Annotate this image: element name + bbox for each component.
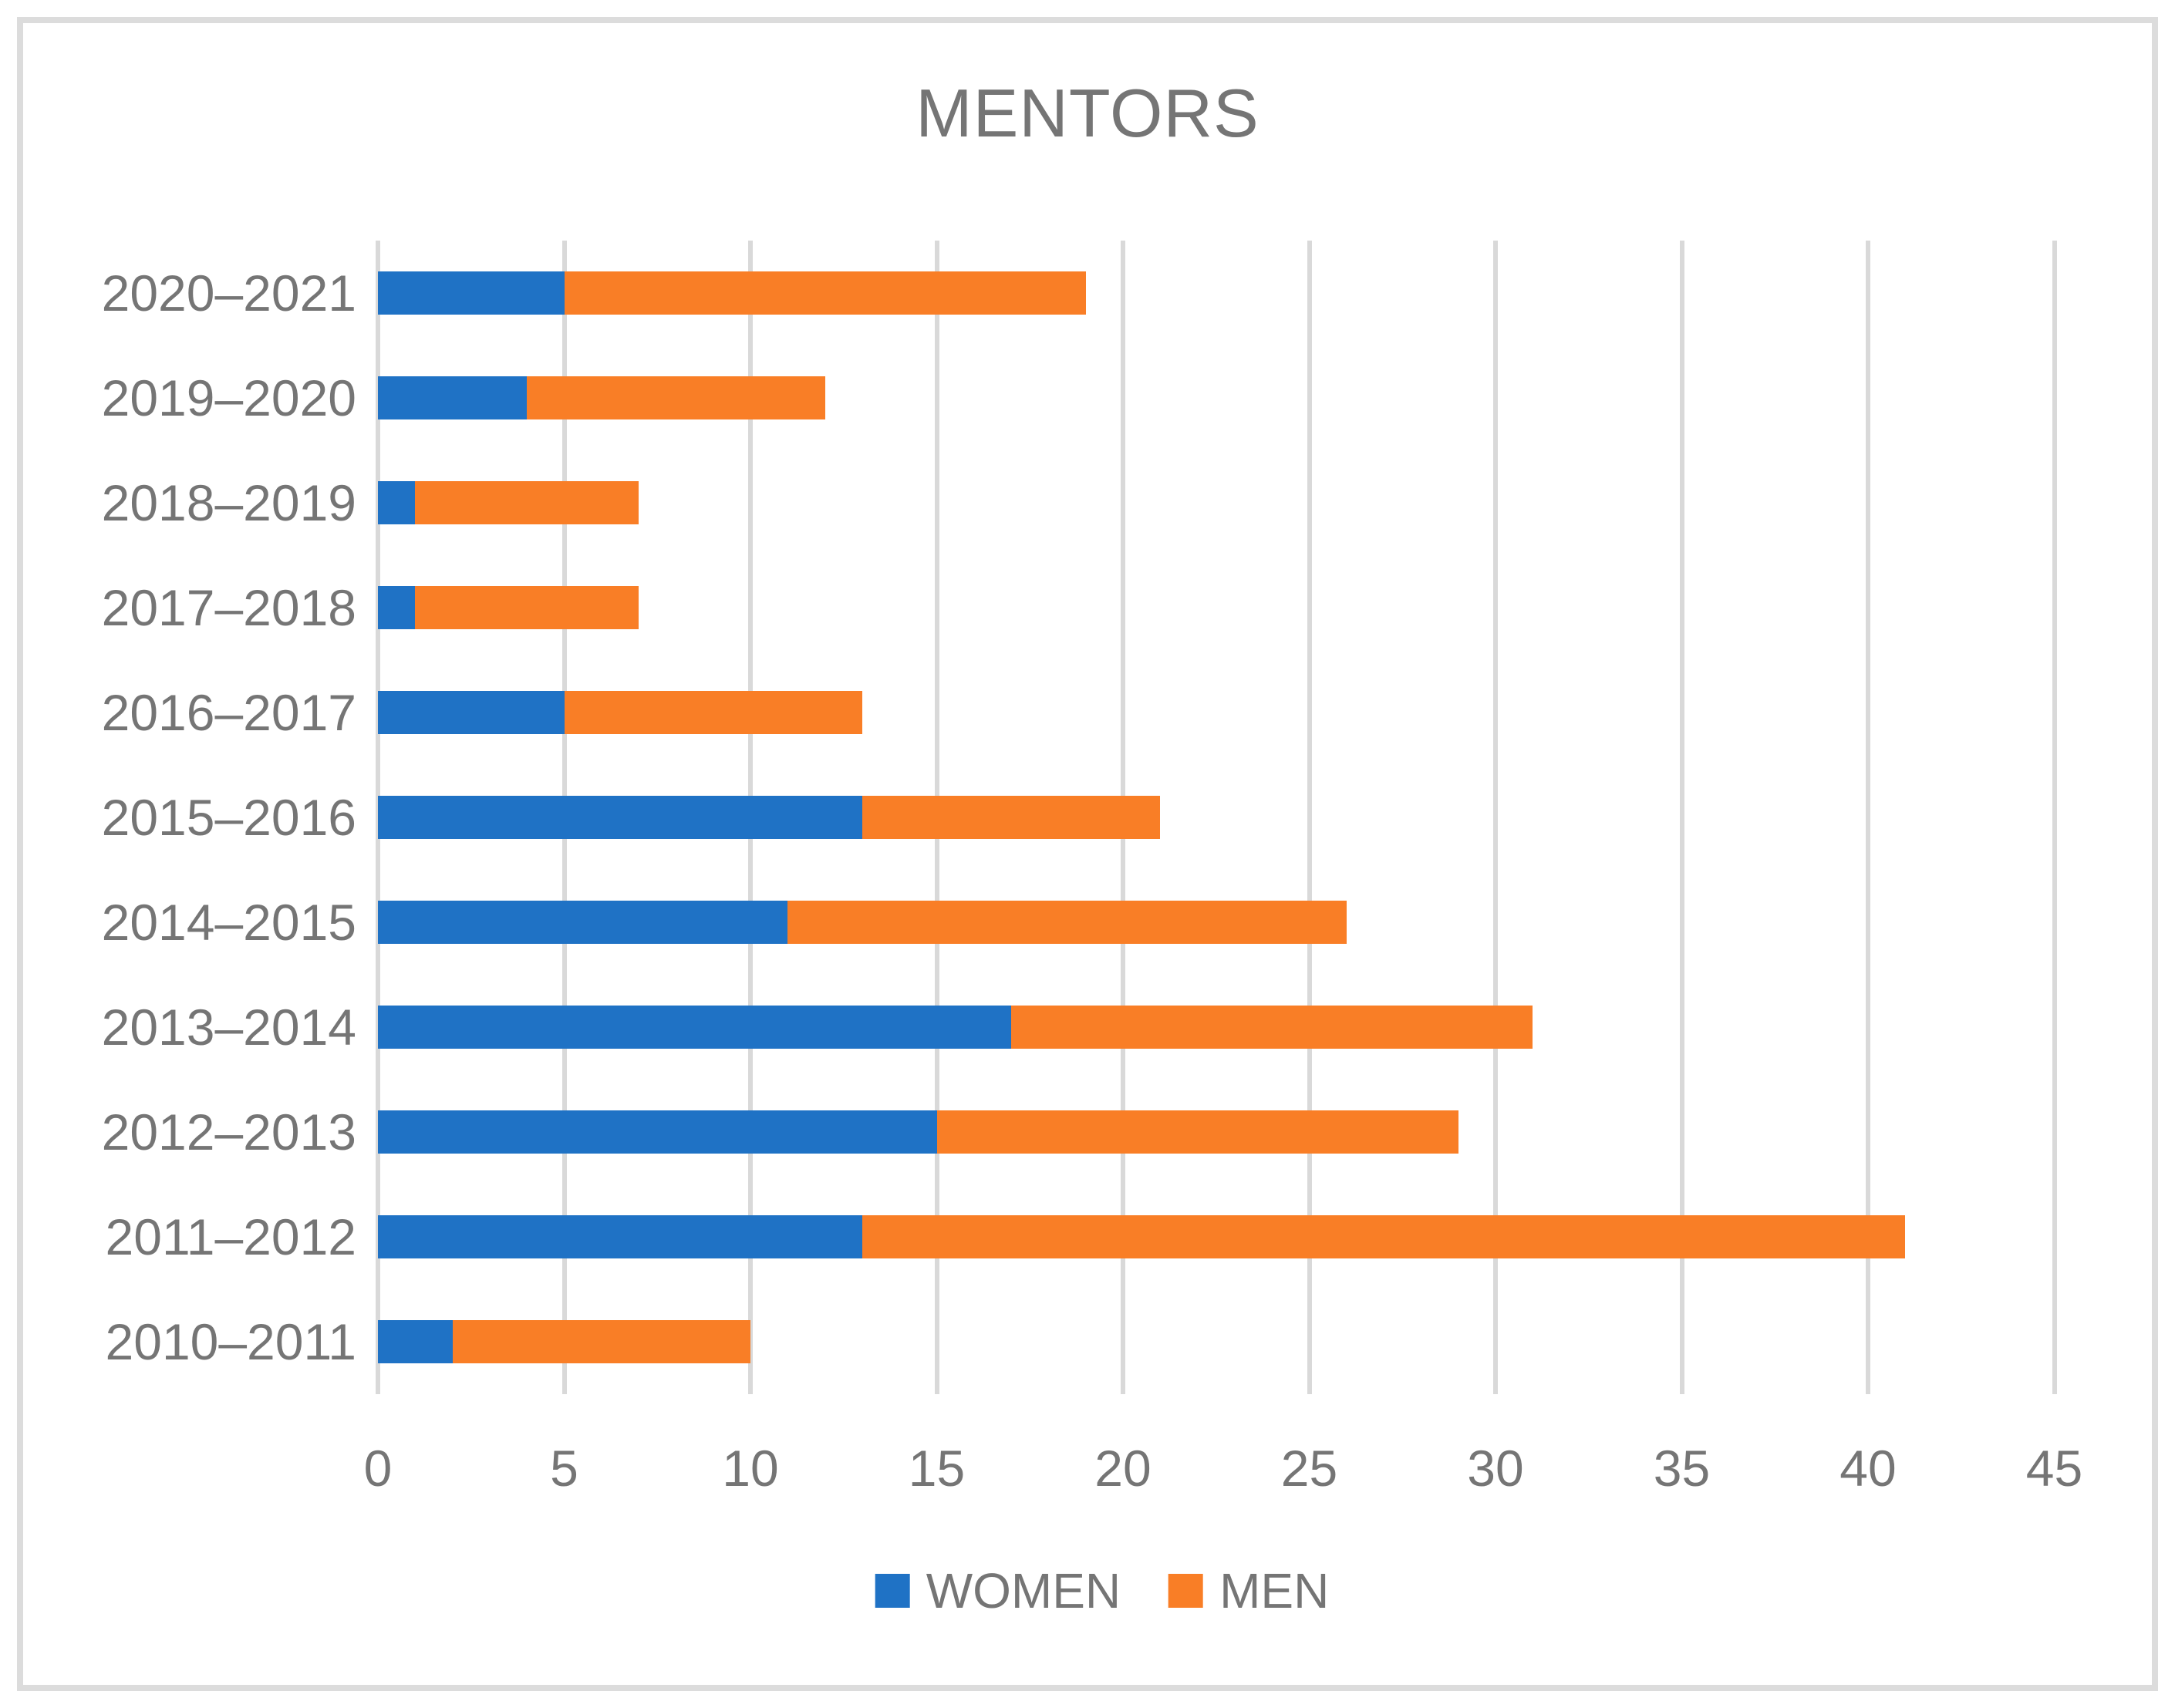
x-tick-label-15: 15 bbox=[908, 1440, 966, 1497]
legend: WOMEN MEN bbox=[875, 1562, 1329, 1619]
x-tick-label-25: 25 bbox=[1280, 1440, 1338, 1497]
chart-title: MENTORS bbox=[916, 75, 1259, 151]
x-tick-label-30: 30 bbox=[1467, 1440, 1524, 1497]
x-tick-label-5: 5 bbox=[550, 1440, 578, 1497]
bar-segment-men-2012-2013 bbox=[936, 1110, 1458, 1154]
bar-segment-men-2018-2019 bbox=[415, 481, 639, 524]
bar-segment-women-2017-2018 bbox=[378, 586, 416, 629]
category-label: 2016–2017 bbox=[101, 684, 356, 741]
bar-segment-women-2010-2011 bbox=[378, 1320, 453, 1363]
category-label: 2014–2015 bbox=[101, 894, 356, 951]
bar-segment-men-2013-2014 bbox=[1011, 1006, 1533, 1049]
category-label: 2015–2016 bbox=[101, 789, 356, 846]
legend-item-women: WOMEN bbox=[875, 1562, 1121, 1619]
bar-segment-women-2020-2021 bbox=[378, 271, 565, 315]
x-tick-label-40: 40 bbox=[1839, 1440, 1897, 1497]
bar-segment-men-2017-2018 bbox=[415, 586, 639, 629]
bar-segment-men-2011-2012 bbox=[862, 1215, 1906, 1258]
legend-label: MEN bbox=[1219, 1563, 1330, 1619]
x-tick-label-10: 10 bbox=[722, 1440, 779, 1497]
category-label: 2012–2013 bbox=[101, 1103, 356, 1161]
bar-segment-women-2016-2017 bbox=[378, 691, 565, 734]
bar-segment-men-2014-2015 bbox=[787, 901, 1347, 944]
legend-item-men: MEN bbox=[1168, 1562, 1329, 1619]
bar-segment-men-2010-2011 bbox=[452, 1320, 750, 1363]
bar-segment-women-2012-2013 bbox=[378, 1110, 937, 1154]
bar-segment-women-2014-2015 bbox=[378, 901, 788, 944]
bar-segment-men-2019-2020 bbox=[527, 376, 825, 419]
bar-segment-men-2016-2017 bbox=[564, 691, 862, 734]
category-label: 2013–2014 bbox=[101, 999, 356, 1056]
gridline-x-45 bbox=[2052, 241, 2057, 1394]
bar-segment-women-2018-2019 bbox=[378, 481, 416, 524]
category-label: 2011–2012 bbox=[105, 1208, 356, 1265]
category-label: 2017–2018 bbox=[101, 579, 356, 636]
legend-swatch-women bbox=[875, 1574, 910, 1608]
legend-label: WOMEN bbox=[926, 1563, 1121, 1619]
legend-swatch-men bbox=[1168, 1574, 1204, 1608]
category-label: 2018–2019 bbox=[101, 474, 356, 531]
x-tick-label-45: 45 bbox=[2025, 1440, 2083, 1497]
category-label: 2019–2020 bbox=[101, 369, 356, 426]
bar-segment-women-2011-2012 bbox=[378, 1215, 862, 1258]
bar-segment-men-2015-2016 bbox=[862, 796, 1161, 839]
gridline-x-30 bbox=[1493, 241, 1498, 1394]
category-label: 2010–2011 bbox=[105, 1313, 356, 1370]
bar-segment-women-2015-2016 bbox=[378, 796, 862, 839]
gridline-x-25 bbox=[1307, 241, 1312, 1394]
bar-segment-men-2020-2021 bbox=[564, 271, 1086, 315]
x-tick-label-20: 20 bbox=[1094, 1440, 1152, 1497]
x-tick-label-0: 0 bbox=[363, 1440, 393, 1497]
chart-border-frame bbox=[17, 17, 2158, 1691]
bar-segment-women-2013-2014 bbox=[378, 1006, 1012, 1049]
gridline-x-35 bbox=[1679, 241, 1684, 1394]
x-tick-label-35: 35 bbox=[1653, 1440, 1711, 1497]
bar-segment-women-2019-2020 bbox=[378, 376, 528, 419]
category-label: 2020–2021 bbox=[101, 264, 356, 322]
gridline-x-40 bbox=[1866, 241, 1870, 1394]
